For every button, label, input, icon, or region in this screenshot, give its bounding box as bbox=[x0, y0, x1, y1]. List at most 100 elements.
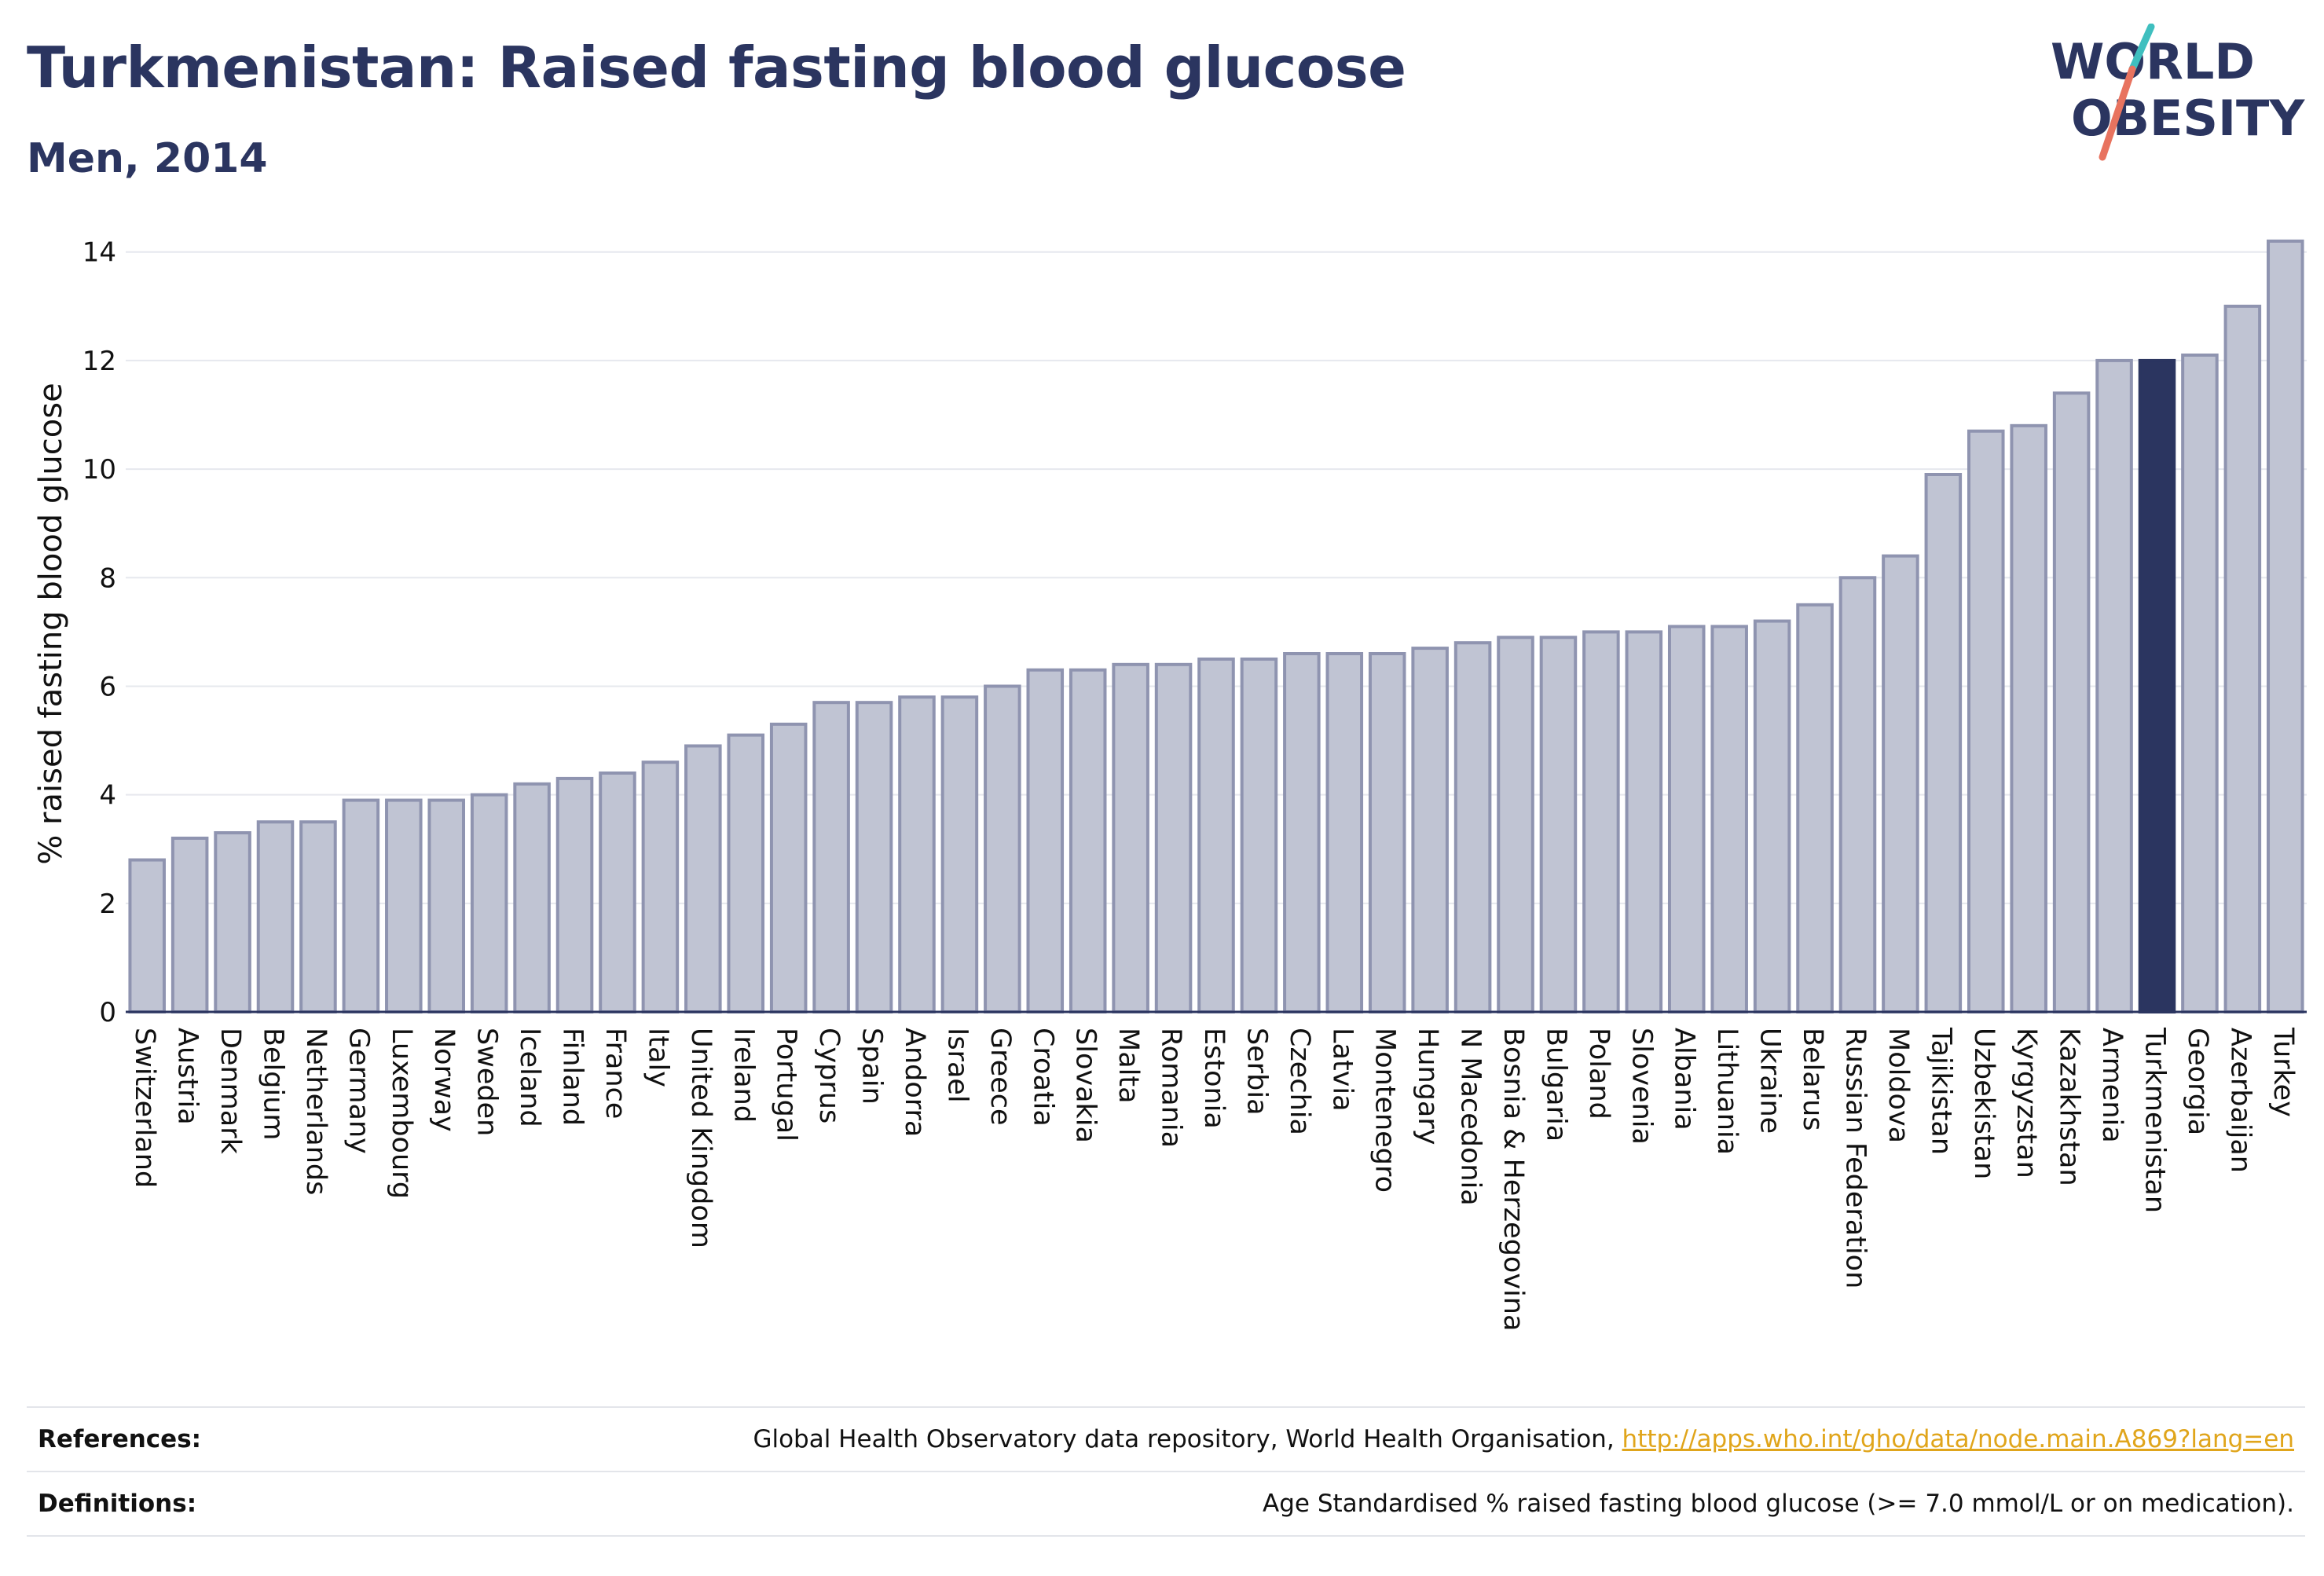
x-tick-label: Hungary bbox=[1412, 1028, 1443, 1145]
bar-italy bbox=[641, 761, 680, 1013]
x-tick-label: Cyprus bbox=[813, 1028, 845, 1123]
bar-russian-federation bbox=[1838, 576, 1877, 1013]
x-tick-label: Latvia bbox=[1326, 1028, 1358, 1112]
y-tick-label: 4 bbox=[99, 780, 116, 812]
x-tick-label: Poland bbox=[1583, 1028, 1615, 1120]
x-tick-label: Serbia bbox=[1241, 1028, 1272, 1116]
x-tick-label: Norway bbox=[428, 1028, 460, 1132]
bar-turkmenistan bbox=[2138, 358, 2176, 1013]
x-tick-label: Iceland bbox=[514, 1028, 545, 1127]
bar-denmark bbox=[214, 831, 251, 1013]
bar-luxembourg bbox=[385, 798, 423, 1014]
x-tick-label: Malta bbox=[1113, 1028, 1144, 1104]
x-tick-label: Andorra bbox=[899, 1028, 930, 1137]
bar-latvia bbox=[1325, 652, 1364, 1013]
y-tick-label: 10 bbox=[82, 454, 116, 486]
x-tick-label: Sweden bbox=[471, 1028, 503, 1136]
bar-georgia bbox=[2181, 354, 2219, 1013]
references-row: References: Global Health Observatory da… bbox=[27, 1406, 2305, 1471]
x-tick-label: Luxembourg bbox=[386, 1028, 417, 1199]
page-subtitle: Men, 2014 bbox=[27, 135, 268, 182]
x-tick-label: Slovenia bbox=[1626, 1028, 1657, 1145]
bar-bosnia-herzegovina bbox=[1497, 636, 1534, 1013]
bar-turkey bbox=[2267, 239, 2304, 1013]
bar-armenia bbox=[2095, 358, 2133, 1013]
references-text: Global Health Observatory data repositor… bbox=[753, 1425, 1622, 1453]
bar-belarus bbox=[1796, 603, 1834, 1013]
references-link[interactable]: http://apps.who.int/gho/data/node.main.A… bbox=[1622, 1425, 2294, 1453]
x-tick-label: Czechia bbox=[1284, 1028, 1315, 1135]
bar-austria bbox=[170, 836, 209, 1013]
y-tick-label: 12 bbox=[82, 346, 116, 377]
x-tick-label: Denmark bbox=[214, 1028, 246, 1155]
bar-bulgaria bbox=[1539, 636, 1578, 1013]
bar-andorra bbox=[898, 695, 936, 1013]
bar-czechia bbox=[1283, 652, 1321, 1013]
definitions-label: Definitions: bbox=[38, 1490, 197, 1518]
y-tick-label: 6 bbox=[99, 671, 116, 702]
y-tick-label: 14 bbox=[82, 237, 116, 269]
x-tick-label: Lithuania bbox=[1711, 1028, 1743, 1155]
bar-tajikistan bbox=[1924, 473, 1963, 1013]
x-tick-label: Ireland bbox=[728, 1028, 759, 1123]
x-tick-label: Georgia bbox=[2182, 1028, 2213, 1135]
x-tick-label: Kazakhstan bbox=[2054, 1028, 2085, 1186]
y-tick-label: 2 bbox=[99, 889, 116, 920]
y-tick-label: 0 bbox=[99, 997, 116, 1028]
bar-switzerland bbox=[128, 858, 166, 1013]
bar-kazakhstan bbox=[2052, 391, 2091, 1013]
bar-spain bbox=[855, 701, 893, 1013]
x-tick-label: Netherlands bbox=[300, 1028, 332, 1195]
bar-lithuania bbox=[1710, 625, 1748, 1013]
bar-poland bbox=[1582, 630, 1620, 1013]
bar-ukraine bbox=[1753, 619, 1791, 1014]
bar-finland bbox=[555, 776, 594, 1014]
bar-cyprus bbox=[812, 701, 850, 1013]
x-tick-label: Azerbaijan bbox=[2224, 1028, 2256, 1173]
bar-uzbekistan bbox=[1967, 429, 2005, 1013]
bar-united-kingdom bbox=[684, 744, 722, 1013]
x-tick-label: Spain bbox=[856, 1028, 888, 1105]
x-tick-label: Kyrgyzstan bbox=[2011, 1028, 2042, 1178]
bar-croatia bbox=[1026, 668, 1065, 1014]
x-tick-label: Moldova bbox=[1882, 1028, 1914, 1143]
definitions-row: Definitions: Age Standardised % raised f… bbox=[27, 1471, 2305, 1537]
x-tick-label: Ukraine bbox=[1754, 1028, 1786, 1134]
x-tick-label: Bulgaria bbox=[1540, 1028, 1571, 1142]
x-tick-label: Slovakia bbox=[1070, 1028, 1102, 1143]
bar-azerbaijan bbox=[2223, 304, 2262, 1013]
bar-kyrgyzstan bbox=[2010, 423, 2047, 1013]
world-obesity-logo: WORLD OBESITY bbox=[2051, 24, 2305, 161]
bar-albania bbox=[1667, 625, 1706, 1013]
bar-germany bbox=[342, 798, 380, 1014]
page-title: Turkmenistan: Raised fasting blood gluco… bbox=[27, 35, 1406, 101]
bar-hungary bbox=[1411, 647, 1449, 1013]
bar-slovenia bbox=[1625, 630, 1663, 1013]
y-axis-label: % raised fasting blood glucose bbox=[33, 383, 69, 864]
y-tick-label: 8 bbox=[99, 563, 116, 594]
x-tick-label: Belarus bbox=[1797, 1028, 1828, 1131]
x-tick-label: Russian Federation bbox=[1839, 1028, 1871, 1288]
bar-norway bbox=[427, 798, 466, 1014]
x-tick-label: Greece bbox=[984, 1028, 1016, 1126]
x-tick-label: Romania bbox=[1156, 1028, 1187, 1148]
bar-greece bbox=[984, 684, 1021, 1013]
logo-slash-coral bbox=[2099, 65, 2136, 161]
x-tick-label: Belgium bbox=[258, 1028, 289, 1141]
references-value: Global Health Observatory data repositor… bbox=[753, 1425, 2294, 1453]
bar-netherlands bbox=[299, 820, 337, 1013]
x-tick-label: Portugal bbox=[771, 1028, 802, 1142]
x-tick-label: Finland bbox=[557, 1028, 588, 1126]
bar-iceland bbox=[513, 782, 551, 1013]
bar-france bbox=[599, 772, 636, 1013]
bar-chart: 0 2 4 6 8 10 12 14 % raised fasting blood glucos… bbox=[33, 237, 2307, 1331]
bar-n-macedonia bbox=[1453, 641, 1492, 1013]
x-tick-label: Croatia bbox=[1027, 1028, 1058, 1127]
logo-line1: WORLD bbox=[2051, 33, 2255, 90]
bar-belgium bbox=[256, 820, 295, 1013]
bar-portugal bbox=[769, 722, 808, 1013]
bar-ireland bbox=[727, 733, 765, 1013]
x-tick-label: France bbox=[599, 1028, 631, 1119]
x-tick-label: Albania bbox=[1669, 1028, 1700, 1131]
bar-romania bbox=[1154, 662, 1193, 1013]
